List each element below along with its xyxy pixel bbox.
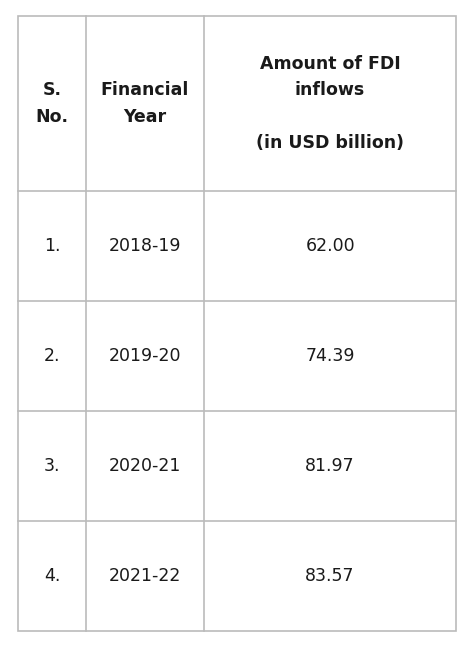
- Text: 2018-19: 2018-19: [109, 237, 181, 255]
- Text: 83.57: 83.57: [305, 567, 355, 585]
- Text: 2020-21: 2020-21: [109, 457, 181, 475]
- Text: Amount of FDI
inflows

(in USD billion): Amount of FDI inflows (in USD billion): [256, 55, 404, 152]
- Text: S.
No.: S. No.: [36, 81, 68, 126]
- Text: Financial
Year: Financial Year: [101, 81, 189, 126]
- Text: 4.: 4.: [44, 567, 60, 585]
- Text: 74.39: 74.39: [305, 347, 355, 365]
- Text: 2.: 2.: [44, 347, 60, 365]
- Text: 3.: 3.: [44, 457, 60, 475]
- Text: 1.: 1.: [44, 237, 60, 255]
- Text: 2021-22: 2021-22: [109, 567, 181, 585]
- Text: 81.97: 81.97: [305, 457, 355, 475]
- Text: 2019-20: 2019-20: [109, 347, 181, 365]
- Text: 62.00: 62.00: [305, 237, 355, 255]
